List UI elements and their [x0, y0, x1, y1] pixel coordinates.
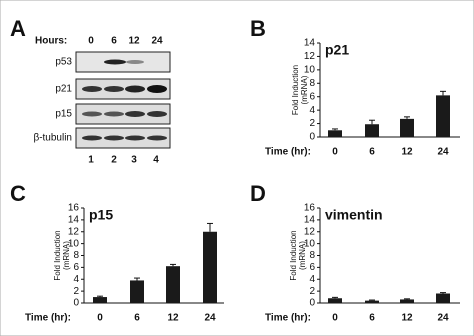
y-tick-label: 10 [304, 238, 316, 249]
x-tick-label: 12 [167, 313, 179, 324]
y-tick-label: 2 [73, 286, 79, 297]
y-tick-label: 12 [304, 226, 316, 237]
bar [166, 266, 180, 303]
y-tick-label: 0 [309, 132, 315, 143]
y-tick-label: 10 [304, 64, 316, 75]
hour-label: 24 [151, 36, 163, 47]
x-tick-label: 12 [401, 313, 413, 324]
y-tick-label: 0 [309, 298, 315, 309]
hours-label: Hours: [35, 36, 67, 47]
y-tick-label: 12 [68, 226, 80, 237]
y-tick-label: 4 [309, 274, 315, 285]
x-tick-label: 24 [437, 313, 449, 324]
x-tick-label: 12 [401, 147, 413, 158]
blot-row-label: p53 [55, 57, 72, 68]
y-tick-label: 0 [73, 298, 79, 309]
y-tick-label: 8 [73, 250, 79, 261]
y-tick-label: 8 [309, 250, 315, 261]
panel-label: D [250, 181, 266, 206]
y-axis-label: Fold Induction [289, 230, 298, 280]
x-tick-label: 6 [369, 147, 375, 158]
x-tick-label: 24 [204, 313, 216, 324]
lane-label: 1 [88, 155, 94, 166]
bar [436, 293, 450, 303]
lane-label: 2 [111, 155, 117, 166]
x-axis-label: Time (hr): [25, 313, 71, 324]
lane-label: 3 [131, 155, 137, 166]
y-axis-label: (mRNA) [62, 241, 71, 270]
y-tick-label: 14 [68, 215, 80, 226]
y-tick-label: 16 [304, 203, 316, 214]
y-tick-label: 2 [309, 118, 315, 129]
panel-label: C [10, 181, 26, 206]
bar [365, 124, 379, 137]
y-tick-label: 6 [309, 91, 315, 102]
bar [328, 130, 342, 137]
hour-label: 0 [88, 36, 94, 47]
chart-title: vimentin [325, 207, 383, 223]
y-tick-label: 4 [73, 274, 79, 285]
panel-label: B [250, 16, 266, 41]
hour-label: 6 [111, 36, 117, 47]
x-tick-label: 24 [437, 147, 449, 158]
hour-label: 12 [128, 36, 140, 47]
blot-row-label: p21 [55, 84, 72, 95]
x-tick-label: 0 [332, 147, 338, 158]
blot-row-label: p15 [55, 109, 72, 120]
y-tick-label: 6 [73, 262, 79, 273]
x-axis-label: Time (hr): [265, 313, 311, 324]
chart-title: p15 [89, 207, 113, 223]
bar [328, 298, 342, 303]
y-axis-label: (mRNA) [298, 241, 307, 270]
y-tick-label: 14 [304, 38, 316, 49]
x-axis-label: Time (hr): [265, 147, 311, 158]
bar [130, 280, 144, 303]
blot-strips [75, 51, 171, 149]
bar [400, 299, 414, 303]
lane-label: 4 [153, 155, 159, 166]
y-tick-label: 10 [68, 238, 80, 249]
y-axis-label: (mRNA) [300, 75, 309, 104]
y-tick-label: 6 [309, 262, 315, 273]
x-tick-label: 6 [134, 313, 140, 324]
bar [203, 231, 217, 303]
x-tick-label: 0 [332, 313, 338, 324]
y-tick-label: 4 [309, 105, 315, 116]
x-tick-label: 6 [369, 313, 375, 324]
blot-row-label: β-tubulin [33, 133, 72, 144]
bar [436, 95, 450, 137]
y-tick-label: 16 [68, 203, 80, 214]
y-tick-label: 8 [309, 78, 315, 89]
y-tick-label: 12 [304, 51, 316, 62]
panel-label: A [10, 16, 26, 41]
bar [400, 118, 414, 137]
bar [93, 297, 107, 303]
y-axis-label: Fold Induction [291, 65, 300, 115]
x-tick-label: 0 [97, 313, 103, 324]
y-tick-label: 14 [304, 215, 316, 226]
y-axis-label: Fold Induction [53, 230, 62, 280]
y-tick-label: 2 [309, 286, 315, 297]
chart-title: p21 [325, 42, 349, 58]
bar [365, 300, 379, 303]
